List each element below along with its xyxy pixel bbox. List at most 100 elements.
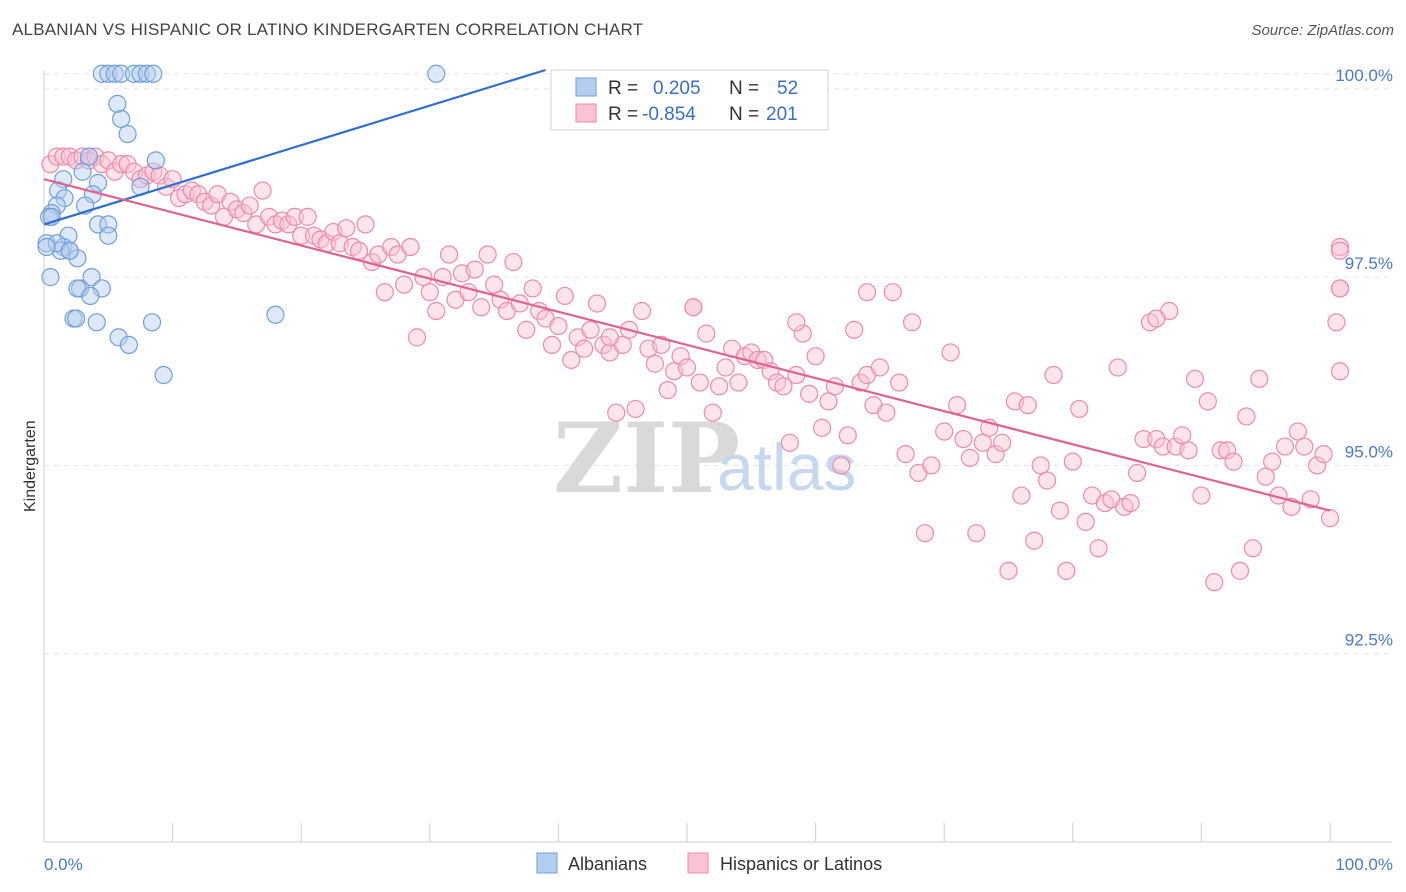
- hispanics-point-94: [645, 354, 664, 373]
- albanians-point-4: [124, 64, 144, 83]
- hispanics-point-136: [915, 524, 935, 543]
- x-tick-label-0: 0.0%: [44, 855, 83, 874]
- hispanics-point-169: [1134, 429, 1153, 449]
- albanians-point-35: [82, 268, 101, 287]
- y-tick-label-2: 97.5%: [1345, 254, 1393, 273]
- hispanics-point-132: [890, 373, 909, 392]
- hispanics-point-171: [1147, 429, 1166, 449]
- albanians-point-7: [144, 64, 163, 83]
- hispanics-point-124: [838, 426, 857, 445]
- albanians-point-2: [105, 64, 124, 83]
- albanians-point-25: [88, 215, 108, 234]
- hispanics-point-178: [1192, 486, 1211, 505]
- hispanics-point-66: [465, 260, 484, 279]
- axes: [43, 70, 1392, 843]
- legend-n-value-1: 52: [777, 78, 798, 99]
- hispanics-point-147: [992, 433, 1012, 452]
- legend: R = 0.205 N = 52 R = -0.854 N = 201: [550, 69, 829, 131]
- hispanics-point-168: [1127, 463, 1147, 483]
- hispanics-point-49: [356, 215, 375, 234]
- hispanics-point-188: [1256, 467, 1275, 486]
- hispanics-point-55: [394, 275, 414, 294]
- hispanics-point-134: [902, 313, 922, 332]
- hispanics-point-177: [1185, 369, 1205, 388]
- albanians-point-9: [108, 94, 127, 113]
- hispanics-point-138: [935, 422, 954, 441]
- hispanics-point-33: [253, 181, 272, 200]
- hispanics-point-46: [337, 219, 356, 238]
- hispanics-point-194: [1295, 437, 1314, 456]
- hispanics-point-193: [1288, 422, 1307, 441]
- legend-box: [550, 69, 829, 131]
- legend-n-value-2: 201: [766, 104, 798, 125]
- legend-swatch-pink: [575, 103, 597, 123]
- hispanics-point-126: [851, 373, 870, 392]
- legend-r-label-2: R =: [608, 104, 638, 125]
- hispanics-point-86: [594, 335, 613, 355]
- hispanics-point-198: [1320, 509, 1340, 528]
- hispanics-point-129: [870, 358, 890, 377]
- hispanics-point-146: [986, 445, 1005, 464]
- bottom-legend-swatch-hispanics: [687, 852, 709, 874]
- albanians-point-28: [99, 226, 118, 245]
- hispanics-point-30: [234, 204, 253, 223]
- albanians-point-34: [41, 268, 60, 287]
- hispanics-point-74: [517, 320, 536, 339]
- albanians-point-49: [37, 237, 56, 257]
- hispanics-point-69: [485, 275, 504, 294]
- bottom-legend: Albanians Hispanics or Latinos: [536, 852, 882, 874]
- hispanics-point-103: [703, 403, 722, 422]
- albanians-point-3: [112, 64, 131, 83]
- hispanics-point-209: [600, 328, 619, 347]
- legend-n-label-1: N =: [729, 78, 759, 99]
- hispanics-point-72: [504, 252, 523, 272]
- hispanics-point-133: [896, 445, 915, 464]
- legend-r-label-1: R =: [608, 78, 638, 99]
- hispanics-point-157: [1057, 561, 1076, 580]
- hispanics-point-101: [690, 373, 709, 392]
- hispanics-point-206: [787, 313, 806, 332]
- hispanics-point-40: [298, 207, 317, 226]
- hispanics-point-152: [1025, 531, 1044, 550]
- y-axis-label: Kindergarten: [22, 420, 39, 512]
- hispanics-point-189: [1263, 452, 1282, 471]
- hispanics-point-79: [549, 316, 568, 336]
- hispanics-point-203: [1330, 279, 1350, 298]
- hispanics-point-179: [1198, 392, 1217, 411]
- bottom-legend-albanians: Albanians: [568, 854, 647, 874]
- hispanics-point-59: [420, 283, 439, 302]
- hispanics-point-115: [780, 433, 799, 452]
- hispanics-point-25: [202, 196, 221, 215]
- hispanics-point-96: [658, 380, 677, 400]
- hispanics-point-154: [1037, 471, 1057, 490]
- watermark: ZIP atlas: [553, 402, 856, 515]
- hispanics-point-28: [221, 192, 240, 211]
- hispanics-trend-line: [43, 178, 1331, 512]
- legend-r-value-2: -0.854: [642, 104, 696, 125]
- hispanics-point-202: [1330, 241, 1350, 260]
- hispanics-point-160: [1076, 512, 1095, 532]
- albanians-point-0: [92, 64, 111, 83]
- hispanics-point-137: [922, 456, 941, 475]
- hispanics-point-199: [1327, 313, 1346, 332]
- albanians-point-1: [99, 64, 118, 83]
- hispanics-point-119: [806, 347, 825, 366]
- hispanics-point-84: [581, 320, 600, 339]
- albanians-point-16: [88, 173, 108, 193]
- hispanics-point-162: [1089, 539, 1108, 558]
- hispanics-point-167: [1121, 493, 1140, 513]
- hispanics-point-114: [774, 377, 793, 396]
- hispanics-point-153: [1031, 456, 1050, 475]
- trend-lines: [43, 68, 1331, 512]
- albanians-point-39: [81, 286, 100, 306]
- hispanics-point-183: [1224, 452, 1243, 471]
- hispanics-point-184: [1230, 561, 1250, 580]
- albanians-point-44: [266, 305, 285, 324]
- hispanics-point-121: [819, 392, 838, 411]
- hispanics-point-197: [1314, 445, 1333, 464]
- y-tick-label-1: 95.0%: [1345, 442, 1393, 461]
- albanians-point-47: [154, 365, 173, 385]
- hispanics-point-23: [189, 185, 208, 204]
- hispanics-point-123: [832, 456, 851, 475]
- hispanics-point-172: [1153, 437, 1172, 456]
